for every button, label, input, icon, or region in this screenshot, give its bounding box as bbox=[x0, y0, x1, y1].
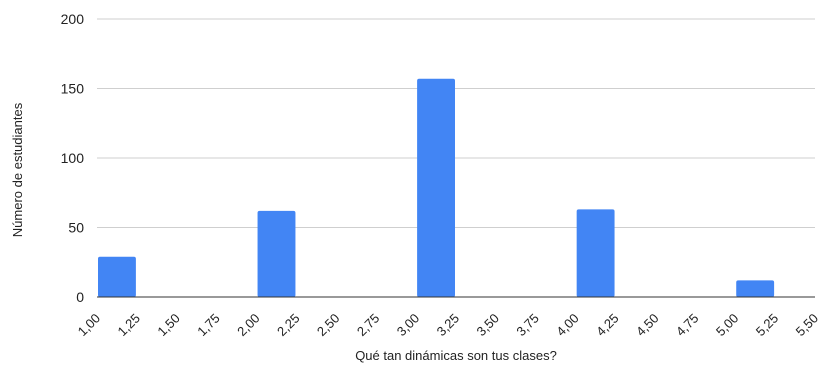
y-tick-label: 0 bbox=[76, 289, 84, 305]
x-tick-label: 2,00 bbox=[234, 311, 263, 340]
gridlines bbox=[97, 18, 815, 228]
x-tick-labels: 1,00 1,25 1,50 1,75 2,00 2,25 2,50 2,75 3,00 3,25… bbox=[75, 311, 822, 340]
x-tick-label: 2,75 bbox=[354, 311, 383, 340]
histogram-bar bbox=[98, 256, 136, 297]
y-tick-label: 50 bbox=[68, 220, 84, 236]
x-tick-label: 4,50 bbox=[633, 311, 662, 340]
x-tick-label: 5,00 bbox=[713, 311, 742, 340]
x-tick-label: 1,25 bbox=[115, 311, 144, 340]
bars bbox=[98, 78, 775, 298]
histogram-bar bbox=[576, 209, 615, 297]
histogram-bar bbox=[257, 210, 296, 297]
x-tick-label: 3,75 bbox=[513, 311, 542, 340]
x-tick-label: 5,25 bbox=[753, 311, 782, 340]
x-tick-label: 3,00 bbox=[394, 311, 423, 340]
y-tick-label: 100 bbox=[61, 150, 85, 166]
histogram-bar bbox=[736, 280, 775, 297]
x-tick-label: 1,75 bbox=[194, 311, 223, 340]
x-tick-label: 1,50 bbox=[154, 311, 183, 340]
histogram-bar bbox=[417, 78, 455, 298]
y-tick-labels: 0 50 100 150 200 bbox=[61, 11, 85, 305]
y-axis-label: Número de estudiantes bbox=[10, 102, 25, 237]
x-tick-label: 4,75 bbox=[673, 311, 702, 340]
x-tick-label: 2,25 bbox=[274, 311, 303, 340]
x-tick-label: 5,50 bbox=[793, 311, 822, 340]
x-tick-label: 4,00 bbox=[553, 311, 582, 340]
x-tick-label: 3,50 bbox=[474, 311, 503, 340]
y-tick-label: 200 bbox=[61, 11, 85, 27]
x-tick-label: 3,25 bbox=[434, 311, 463, 340]
y-tick-label: 150 bbox=[61, 81, 85, 97]
x-tick-label: 1,00 bbox=[75, 311, 104, 340]
x-tick-label: 2,50 bbox=[314, 311, 343, 340]
x-tick-label: 4,25 bbox=[593, 311, 622, 340]
x-axis-label: Qué tan dinámicas son tus clases? bbox=[355, 348, 557, 363]
